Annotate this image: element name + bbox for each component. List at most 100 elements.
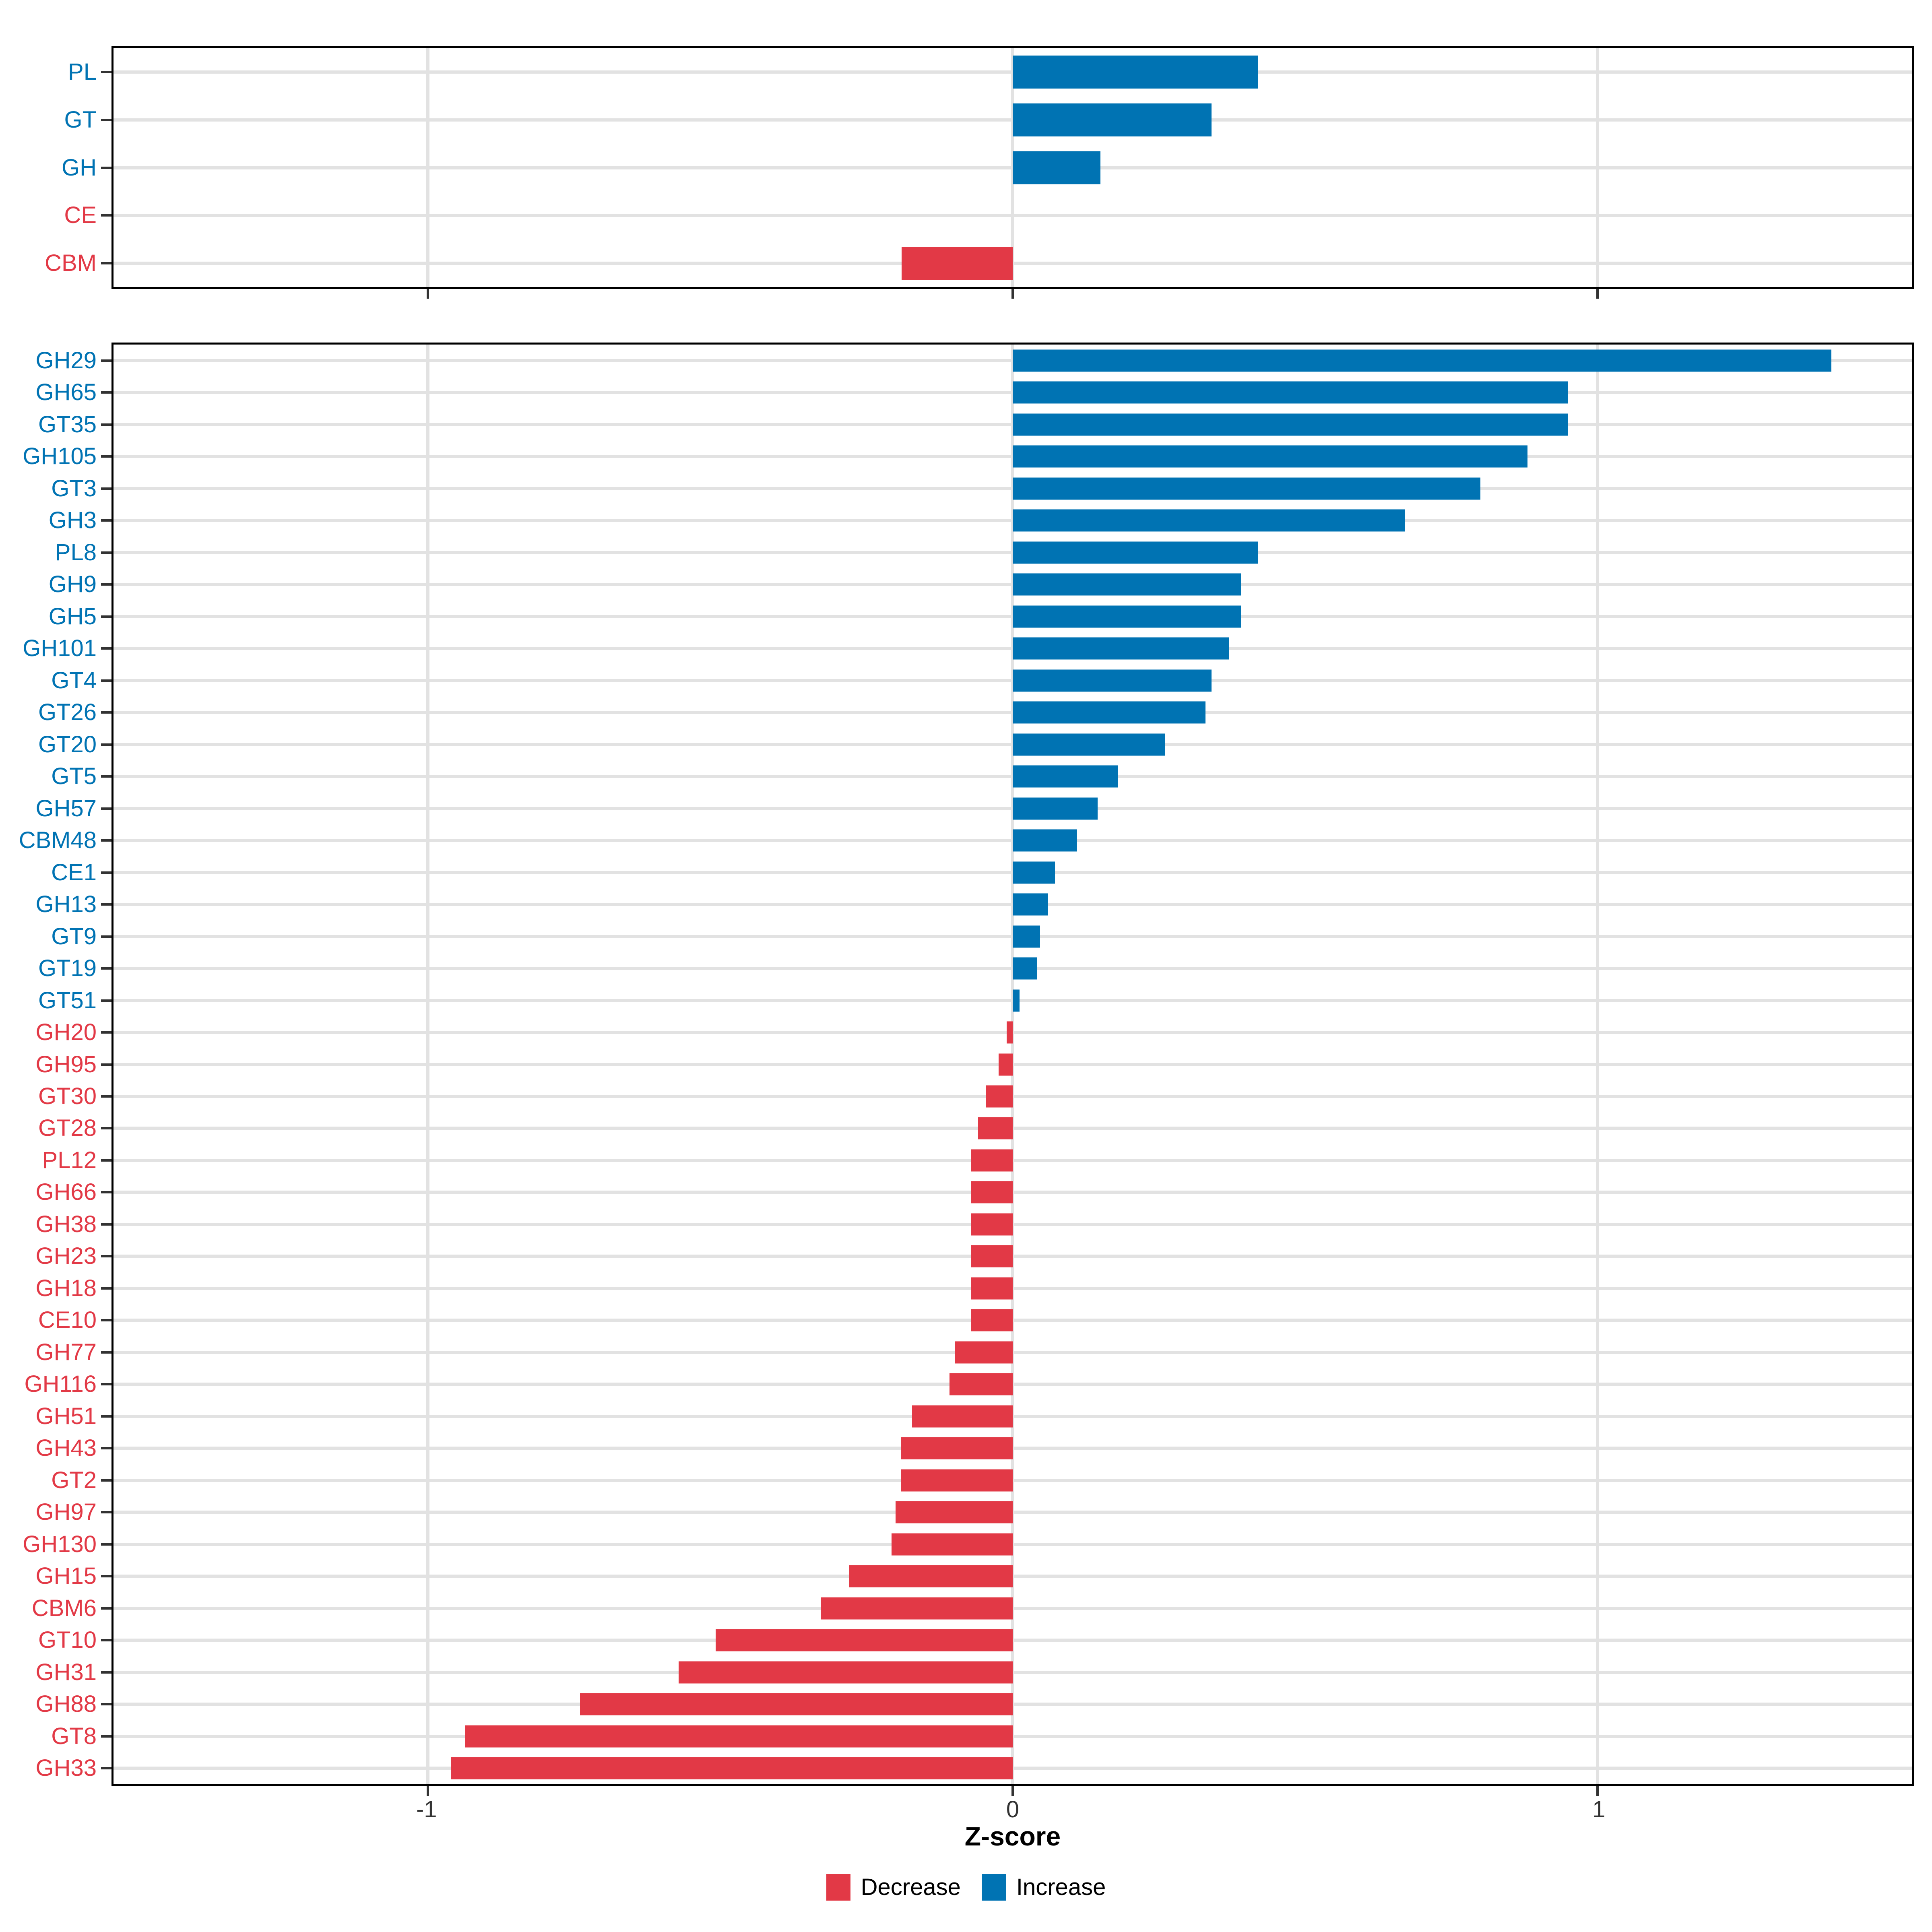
horizontal-gridline (114, 1542, 1912, 1546)
y-tick-mark (101, 71, 111, 74)
category-label-GT4: GT4 (51, 667, 97, 694)
category-label-GT28: GT28 (38, 1115, 97, 1141)
bar-GH95 (999, 1053, 1013, 1075)
horizontal-gridline (114, 1031, 1912, 1034)
y-tick-mark (101, 711, 111, 714)
category-label-GH43: GH43 (35, 1435, 97, 1461)
x-tick-mark (1011, 1786, 1014, 1796)
category-label-GT30: GT30 (38, 1083, 97, 1109)
category-label-GH23: GH23 (35, 1243, 97, 1269)
y-tick-mark (101, 1351, 111, 1354)
horizontal-gridline (114, 1350, 1912, 1354)
category-label-GH9: GH9 (48, 571, 97, 598)
x-tick-mark (1011, 289, 1014, 299)
bar-GT51 (1013, 989, 1020, 1012)
y-tick-mark (101, 999, 111, 1002)
bar-GH77 (955, 1341, 1013, 1364)
x-axis-title: Z-score (964, 1821, 1061, 1851)
bar-PL (1013, 56, 1259, 89)
category-label-GH65: GH65 (35, 379, 97, 406)
category-label-GH31: GH31 (35, 1659, 97, 1685)
bar-GH (1013, 151, 1100, 184)
horizontal-gridline (114, 1767, 1912, 1770)
bar-GH20 (1007, 1021, 1013, 1044)
bar-CE10 (971, 1309, 1013, 1331)
horizontal-gridline (114, 1063, 1912, 1066)
bar-GT35 (1013, 413, 1569, 436)
category-label-GH95: GH95 (35, 1051, 97, 1077)
class-panel: PL GT GH CE CBM (45, 46, 1914, 299)
category-label-GH77: GH77 (35, 1339, 97, 1365)
category-label-GT19: GT19 (38, 955, 97, 982)
category-label-GT35: GT35 (38, 411, 97, 438)
y-tick-mark (101, 166, 111, 169)
category-label-GT9: GT9 (51, 923, 97, 949)
x-axis-tick-label: 0 (1006, 1796, 1020, 1823)
legend: Decrease Increase (0, 1874, 1932, 1901)
category-label-GH15: GH15 (35, 1563, 97, 1589)
category-label-CE: CE (64, 202, 97, 229)
y-tick-mark (101, 1319, 111, 1322)
y-tick-mark (101, 1127, 111, 1130)
y-tick-mark (101, 551, 111, 554)
y-tick-mark (101, 967, 111, 970)
bar-GH31 (679, 1661, 1013, 1684)
y-tick-mark (101, 1447, 111, 1450)
legend-item-decrease: Decrease (826, 1874, 961, 1901)
bar-GH33 (450, 1757, 1013, 1779)
category-label-GH38: GH38 (35, 1211, 97, 1237)
category-label-GH116: GH116 (24, 1371, 97, 1397)
y-tick-mark (101, 615, 111, 618)
bar-CBM48 (1013, 829, 1077, 852)
horizontal-gridline (114, 1286, 1912, 1290)
y-tick-mark (101, 455, 111, 458)
horizontal-gridline (114, 1158, 1912, 1162)
y-tick-mark (101, 1255, 111, 1258)
y-tick-mark (101, 487, 111, 490)
y-tick-mark (101, 679, 111, 682)
y-tick-mark (101, 647, 111, 650)
bar-GH38 (971, 1213, 1013, 1236)
category-label-GH20: GH20 (35, 1019, 97, 1045)
y-tick-mark (101, 1287, 111, 1290)
category-label-GT3: GT3 (51, 475, 97, 502)
bar-GH29 (1013, 349, 1832, 372)
bar-GT2 (901, 1469, 1013, 1492)
horizontal-gridline (114, 1670, 1912, 1674)
bar-GT26 (1013, 701, 1206, 724)
x-tick-mark (1596, 289, 1599, 299)
bar-GT5 (1013, 765, 1118, 788)
bar-GH3 (1013, 509, 1405, 532)
bar-PL12 (971, 1149, 1013, 1172)
category-label-CBM48: CBM48 (19, 827, 97, 854)
x-axis-tick-label: 1 (1592, 1796, 1606, 1823)
bar-GH97 (896, 1501, 1013, 1523)
increase-swatch-icon (981, 1874, 1006, 1901)
bar-GH51 (912, 1405, 1013, 1428)
horizontal-gridline (114, 1734, 1912, 1738)
horizontal-gridline (114, 1447, 1912, 1450)
y-tick-mark (101, 1511, 111, 1514)
bar-GH65 (1013, 381, 1569, 404)
y-tick-mark (101, 1639, 111, 1642)
y-tick-mark (101, 935, 111, 938)
bar-CBM (901, 246, 1013, 280)
category-label-GT20: GT20 (38, 731, 97, 758)
y-tick-mark (101, 391, 111, 394)
y-tick-mark (101, 1735, 111, 1738)
category-label-CBM: CBM (45, 250, 97, 276)
category-label-GH88: GH88 (35, 1691, 97, 1717)
horizontal-gridline (114, 1478, 1912, 1482)
category-label-GH18: GH18 (35, 1275, 97, 1301)
category-label-GH29: GH29 (35, 347, 97, 374)
category-label-GH66: GH66 (35, 1179, 97, 1205)
bar-GT4 (1013, 669, 1212, 692)
x-tick-mark (1596, 1786, 1599, 1796)
bar-GH15 (849, 1565, 1013, 1587)
y-tick-mark (101, 423, 111, 426)
y-tick-mark (101, 1607, 111, 1610)
horizontal-gridline (114, 1127, 1912, 1130)
y-tick-mark (101, 871, 111, 874)
y-tick-mark (101, 519, 111, 522)
category-label-GH5: GH5 (48, 603, 97, 630)
